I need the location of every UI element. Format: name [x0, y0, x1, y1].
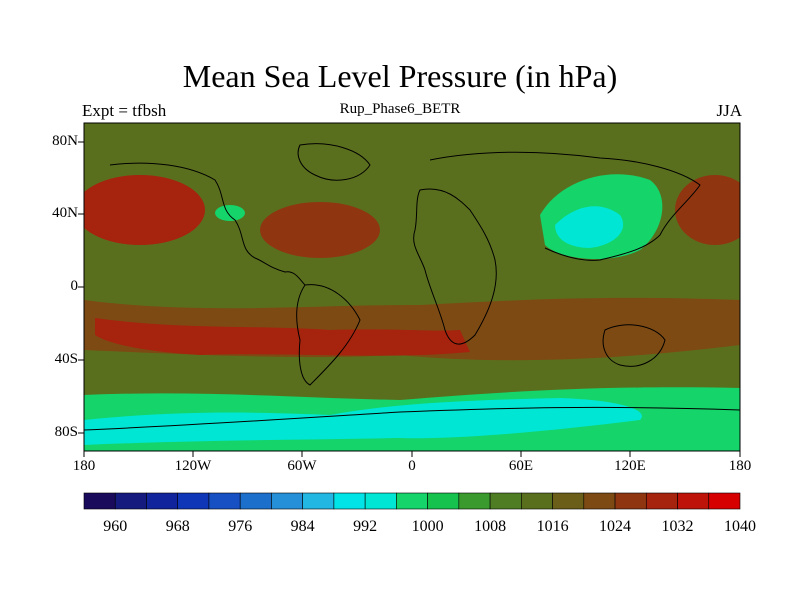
colorbar-label: 984 — [290, 518, 315, 535]
lat-label-0: 0 — [70, 278, 79, 294]
colorbar-label: 960 — [103, 518, 128, 535]
colorbar-label: 1040 — [724, 518, 756, 535]
colorbar-swatch — [552, 492, 585, 510]
colorbar-swatch — [364, 492, 397, 510]
colorbar-swatch — [239, 492, 272, 510]
antarctic-low-core — [84, 398, 642, 445]
lon-label-60w: 60W — [287, 458, 317, 474]
colorbar — [83, 492, 741, 510]
lon-label-60e: 60E — [508, 458, 534, 474]
antarctica-coast — [83, 406, 741, 431]
colorbar-label: 1000 — [411, 518, 444, 535]
colorbar-swatch — [177, 492, 210, 510]
europe-africa-coast — [413, 188, 497, 345]
colorbar-swatch — [302, 492, 335, 510]
colorbar-swatch — [333, 492, 366, 510]
colorbar-swatch — [83, 492, 116, 510]
colorbar-label: 968 — [165, 518, 190, 535]
north-american-low — [215, 205, 245, 221]
colorbar-swatch — [271, 492, 303, 510]
north-america-coast — [109, 162, 306, 286]
colorbar-label: 976 — [228, 518, 253, 535]
colorbar-swatch — [396, 492, 428, 510]
colorbar-label: 1016 — [536, 518, 569, 535]
colorbar-swatch — [614, 492, 647, 510]
coastlines — [83, 143, 741, 431]
greenland-coast — [297, 143, 371, 181]
experiment-label: Expt = tfbsh — [82, 101, 167, 120]
colorbar-label: 992 — [353, 518, 378, 535]
australia-coast — [602, 324, 666, 367]
colorbar-swatch — [458, 492, 491, 510]
colorbar-swatch — [708, 492, 741, 510]
lat-label-80s: 80S — [54, 424, 78, 440]
lat-label-80n: 80N — [52, 133, 78, 149]
axis-ticks — [78, 141, 741, 457]
lon-label-120e: 120E — [614, 458, 646, 474]
lon-label-120w: 120W — [174, 458, 212, 474]
run-label: Rup_Phase6_BETR — [339, 101, 461, 117]
colorbar-swatch — [114, 492, 147, 510]
lon-label-180e: 180 — [728, 458, 752, 474]
lat-label-40n: 40N — [52, 205, 78, 221]
lon-label-0: 0 — [408, 458, 416, 474]
lat-label-40s: 40S — [54, 351, 78, 367]
azores-high — [260, 202, 380, 258]
season-label: JJA — [716, 101, 742, 120]
north-pacific-high-east — [675, 175, 740, 245]
south-america-coast — [296, 284, 361, 386]
colorbar-swatch — [208, 492, 241, 510]
colorbar-label: 1032 — [661, 518, 694, 535]
colorbar-swatch — [489, 492, 522, 510]
pressure-field — [84, 123, 740, 451]
southern-high-core — [95, 318, 470, 356]
colorbar-swatch — [146, 492, 179, 510]
colorbar-swatch — [645, 492, 678, 510]
asian-low-core — [555, 206, 624, 248]
lon-label-180w: 180 — [72, 458, 96, 474]
colorbar-swatch — [521, 492, 553, 510]
north-pacific-high-west — [84, 175, 205, 245]
colorbar-label: 1024 — [599, 518, 632, 535]
eurasia-coast — [429, 151, 701, 261]
colorbar-label: 1008 — [474, 518, 507, 535]
colorbar-swatch — [677, 492, 710, 510]
colorbar-swatch — [427, 492, 460, 510]
colorbar-swatch — [583, 492, 616, 510]
chart-title: Mean Sea Level Pressure (in hPa) — [182, 58, 618, 94]
